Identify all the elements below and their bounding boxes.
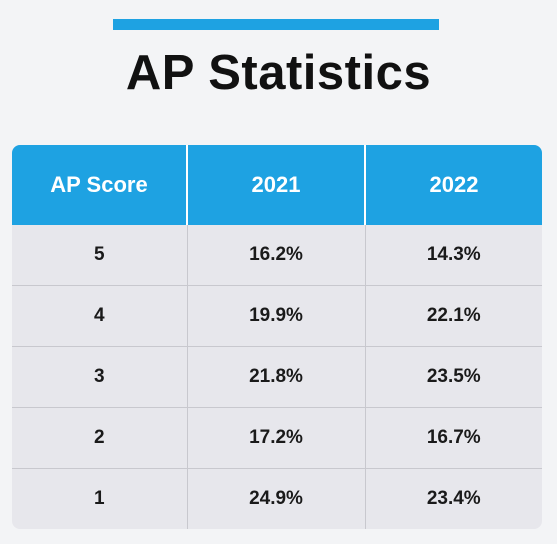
column-header-2022: 2022 xyxy=(364,145,542,225)
score-table-container: AP Score 2021 2022 5 16.2% 14.3% 4 19.9%… xyxy=(12,145,542,529)
value-2022-cell: 23.5% xyxy=(364,346,542,408)
table-row: 2 17.2% 16.7% xyxy=(12,407,542,469)
score-cell: 5 xyxy=(93,244,105,265)
table-row: 1 24.9% 23.4% xyxy=(12,468,542,529)
value-2022-cell: 16.7% xyxy=(364,407,542,469)
table-row: 5 16.2% 14.3% xyxy=(12,225,542,286)
score-cell: 4 xyxy=(12,285,187,347)
score-table: AP Score 2021 2022 5 16.2% 14.3% 4 19.9%… xyxy=(12,145,542,529)
value-2022-cell: 14.3% xyxy=(364,225,542,286)
value-2021-cell: 24.9% xyxy=(186,468,365,529)
column-header-ap-score: AP Score xyxy=(12,145,187,225)
value-2021-cell: 16.2% xyxy=(186,225,365,286)
page-title: AP Statistics xyxy=(125,46,432,100)
table-row: 3 21.8% 23.5% xyxy=(12,346,542,408)
value-2022-cell: 22.1% xyxy=(364,285,542,347)
column-header-2021: 2021 xyxy=(186,145,365,225)
title-accent-bar xyxy=(113,19,439,30)
value-2022-cell: 23.4% xyxy=(364,468,542,529)
value-2021-cell: 21.8% xyxy=(186,346,365,408)
score-cell: 2 xyxy=(12,407,187,469)
table-row: 4 19.9% 22.1% xyxy=(12,285,542,347)
score-cell: 1 xyxy=(12,468,187,529)
value-2021-cell: 19.9% xyxy=(186,285,365,347)
score-cell: 3 xyxy=(12,346,187,408)
value-2021-cell: 17.2% xyxy=(186,407,365,469)
table-header-row: AP Score 2021 2022 xyxy=(12,145,542,225)
